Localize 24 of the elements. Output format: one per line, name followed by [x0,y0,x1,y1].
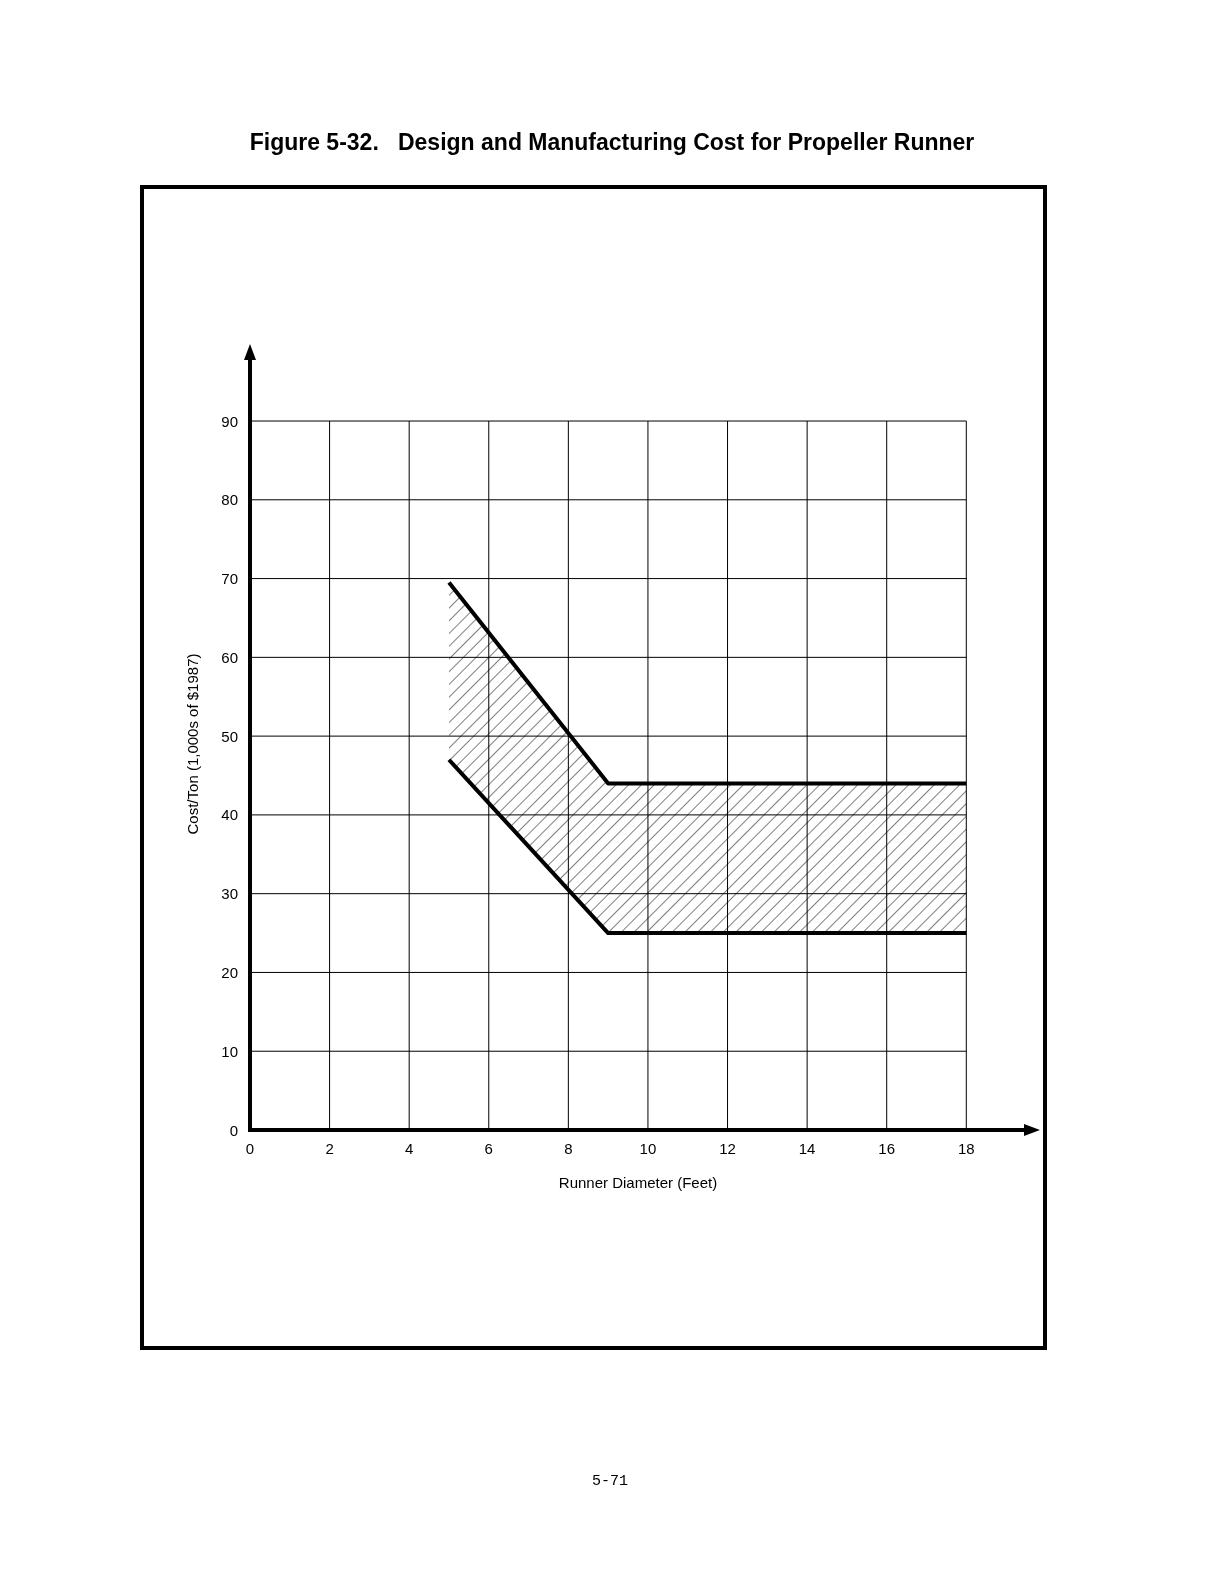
x-tick-label: 2 [325,1140,334,1157]
x-tick-label: 10 [639,1140,657,1157]
x-tick-label: 8 [564,1140,573,1157]
x-tick-label: 14 [798,1140,816,1157]
x-tick-label: 4 [405,1140,414,1157]
y-tick-label: 80 [221,491,238,509]
y-tick-label: 90 [221,412,238,430]
y-tick-label: 20 [221,963,238,981]
y-tick-label: 30 [221,885,238,903]
y-tick-label: 60 [221,648,238,666]
chart-title: Figure 5-32. Design and Manufacturing Cost for Propeller Runner [249,129,975,155]
x-tick-label: 0 [245,1140,255,1157]
y-tick-label: 70 [221,570,238,588]
x-tick-label: 12 [719,1140,736,1157]
y-tick-label: 0 [229,1121,238,1139]
y-tick-label: 10 [221,1042,238,1060]
y-tick-label: 50 [221,727,238,745]
y-tick-label: 40 [221,806,238,824]
x-axis-title: Runner Diameter (Feet) [558,1174,718,1191]
text: 5-71 [591,1473,629,1490]
x-tick-label: 16 [878,1140,896,1157]
x-tick-label: 18 [957,1140,975,1157]
x-tick-label: 6 [484,1140,493,1157]
y-axis-title: Cost/Ton (1,000s of $1987) [183,653,201,835]
